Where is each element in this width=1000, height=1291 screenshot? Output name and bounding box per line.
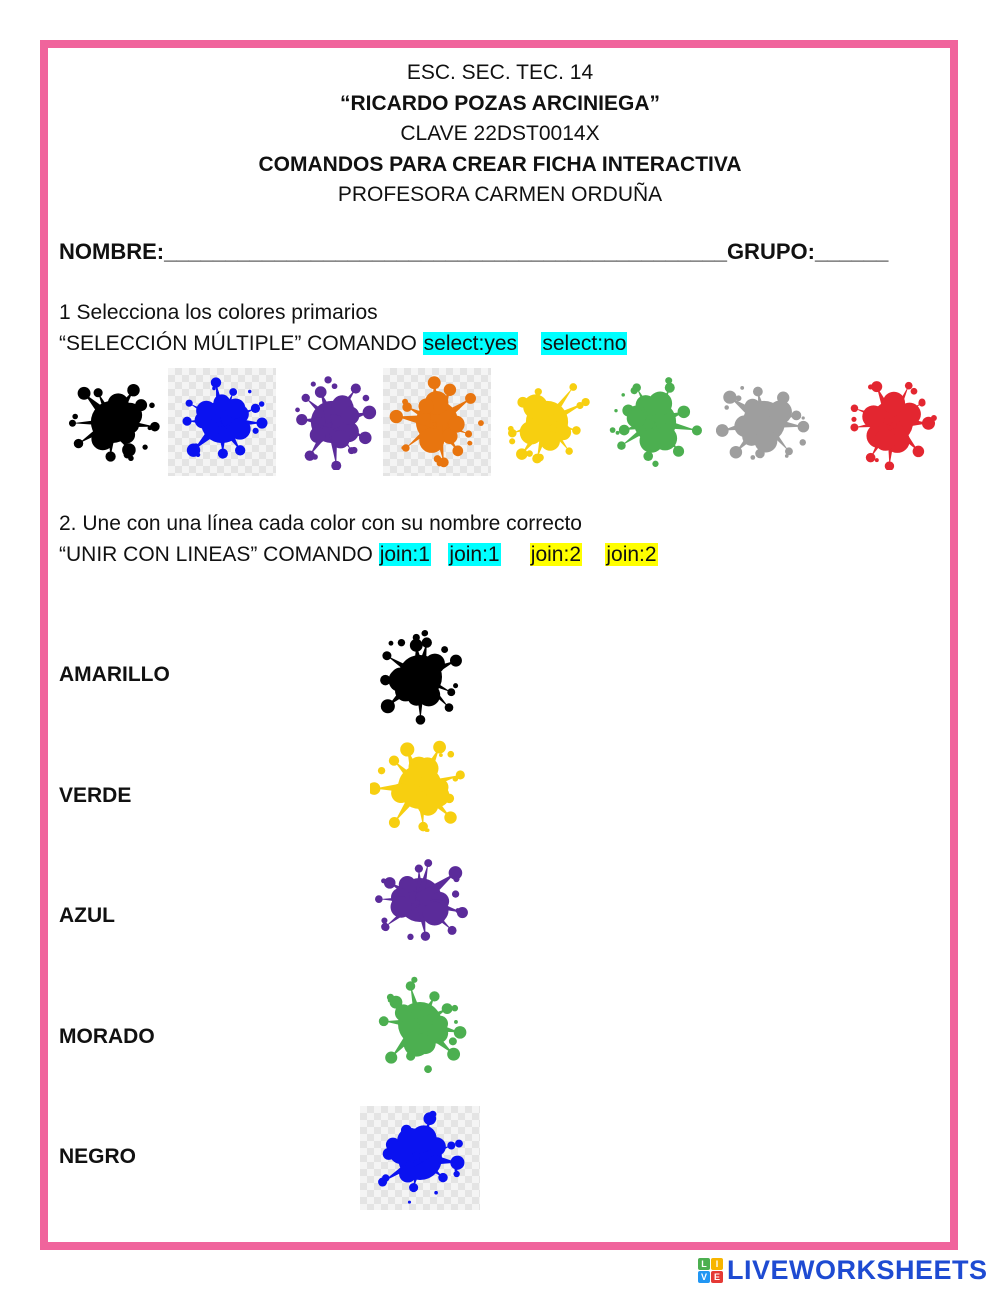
school-line: ESC. SEC. TEC. 14 xyxy=(406,61,594,84)
name-row: NOMBRE:_________________________________… xyxy=(59,239,934,265)
q2-command-prefix: “UNIR CON LINEAS” COMANDO xyxy=(59,543,379,566)
worksheet-title: COMANDOS PARA CREAR FICHA INTERACTIVA xyxy=(258,152,742,176)
match-label-verde[interactable]: VERDE xyxy=(59,784,132,807)
q1-command-prefix: “SELECCIÓN MÚLTIPLE” COMANDO xyxy=(59,332,423,355)
match-splat-4[interactable] xyxy=(360,972,480,1076)
logo-tile: V xyxy=(698,1270,710,1283)
match-label-morado[interactable]: MORADO xyxy=(59,1025,155,1048)
splat-icon xyxy=(378,1110,465,1204)
name-field[interactable]: NOMBRE:_________________________________… xyxy=(59,239,727,264)
splat-icon xyxy=(370,740,465,833)
splat-icon xyxy=(380,630,462,725)
logo-tile: L xyxy=(698,1257,710,1270)
q2-command: “UNIR CON LINEAS” COMANDO join:1 join:1 … xyxy=(59,539,658,570)
school-name: “RICARDO POZAS ARCINIEGA” xyxy=(339,91,661,115)
match-label-amarillo[interactable]: AMARILLO xyxy=(59,663,170,686)
q1-tag-select-no: select:no xyxy=(541,332,628,355)
splat-icon xyxy=(378,976,467,1074)
q1-splat-option-5[interactable] xyxy=(493,368,601,476)
splat-icon xyxy=(850,381,937,470)
splat-icon xyxy=(295,376,377,470)
splat-icon xyxy=(716,385,810,460)
page-frame xyxy=(40,40,958,1250)
school-clave: CLAVE 22DST0014X xyxy=(400,122,600,145)
q1-command: “SELECCIÓN MÚLTIPLE” COMANDO select:yes … xyxy=(59,328,628,359)
q2-tag-join-2: join:2 xyxy=(605,543,658,566)
q1-splat-option-7[interactable] xyxy=(710,368,818,476)
q2-title: 2. Une con una línea cada color con su n… xyxy=(59,512,582,535)
splat-icon xyxy=(68,383,160,462)
match-splat-1[interactable] xyxy=(360,625,480,729)
logo-tile: I xyxy=(711,1257,723,1270)
splat-icon xyxy=(182,377,268,459)
splat-icon xyxy=(507,383,590,464)
splat-icon xyxy=(389,376,484,468)
match-splat-2[interactable] xyxy=(360,735,480,839)
splat-icon xyxy=(375,859,468,941)
q1-title: 1 Selecciona los colores primarios xyxy=(59,301,378,324)
q1-splat-option-2[interactable] xyxy=(168,368,276,476)
worksheet-header: ESC. SEC. TEC. 14 “RICARDO POZAS ARCINIE… xyxy=(0,58,1000,211)
logo-tile: E xyxy=(711,1270,723,1283)
q2-tag-join-2: join:2 xyxy=(529,543,582,566)
q1-splat-option-4[interactable] xyxy=(383,368,491,476)
q1-tag-select-yes: select:yes xyxy=(422,332,519,355)
group-field[interactable]: GRUPO:______ xyxy=(726,239,889,264)
q2-tag-join-1: join:1 xyxy=(378,543,431,566)
logo-text: LIVEWORKSHEETS xyxy=(727,1254,988,1285)
match-label-negro[interactable]: NEGRO xyxy=(59,1145,137,1168)
q2-tag-join-1: join:1 xyxy=(448,543,501,566)
match-splat-5[interactable] xyxy=(360,1106,480,1210)
q1-splat-row xyxy=(58,368,948,480)
q1-splat-option-1[interactable] xyxy=(58,368,166,476)
match-label-azul[interactable]: AZUL xyxy=(59,904,115,927)
match-splat-3[interactable] xyxy=(360,848,480,952)
teacher-name: PROFESORA CARMEN ORDUÑA xyxy=(337,183,663,206)
q1-splat-option-8[interactable] xyxy=(838,368,946,476)
q1-splat-option-6[interactable] xyxy=(601,368,709,476)
splat-icon xyxy=(609,377,702,467)
q1-splat-option-3[interactable] xyxy=(278,368,386,476)
